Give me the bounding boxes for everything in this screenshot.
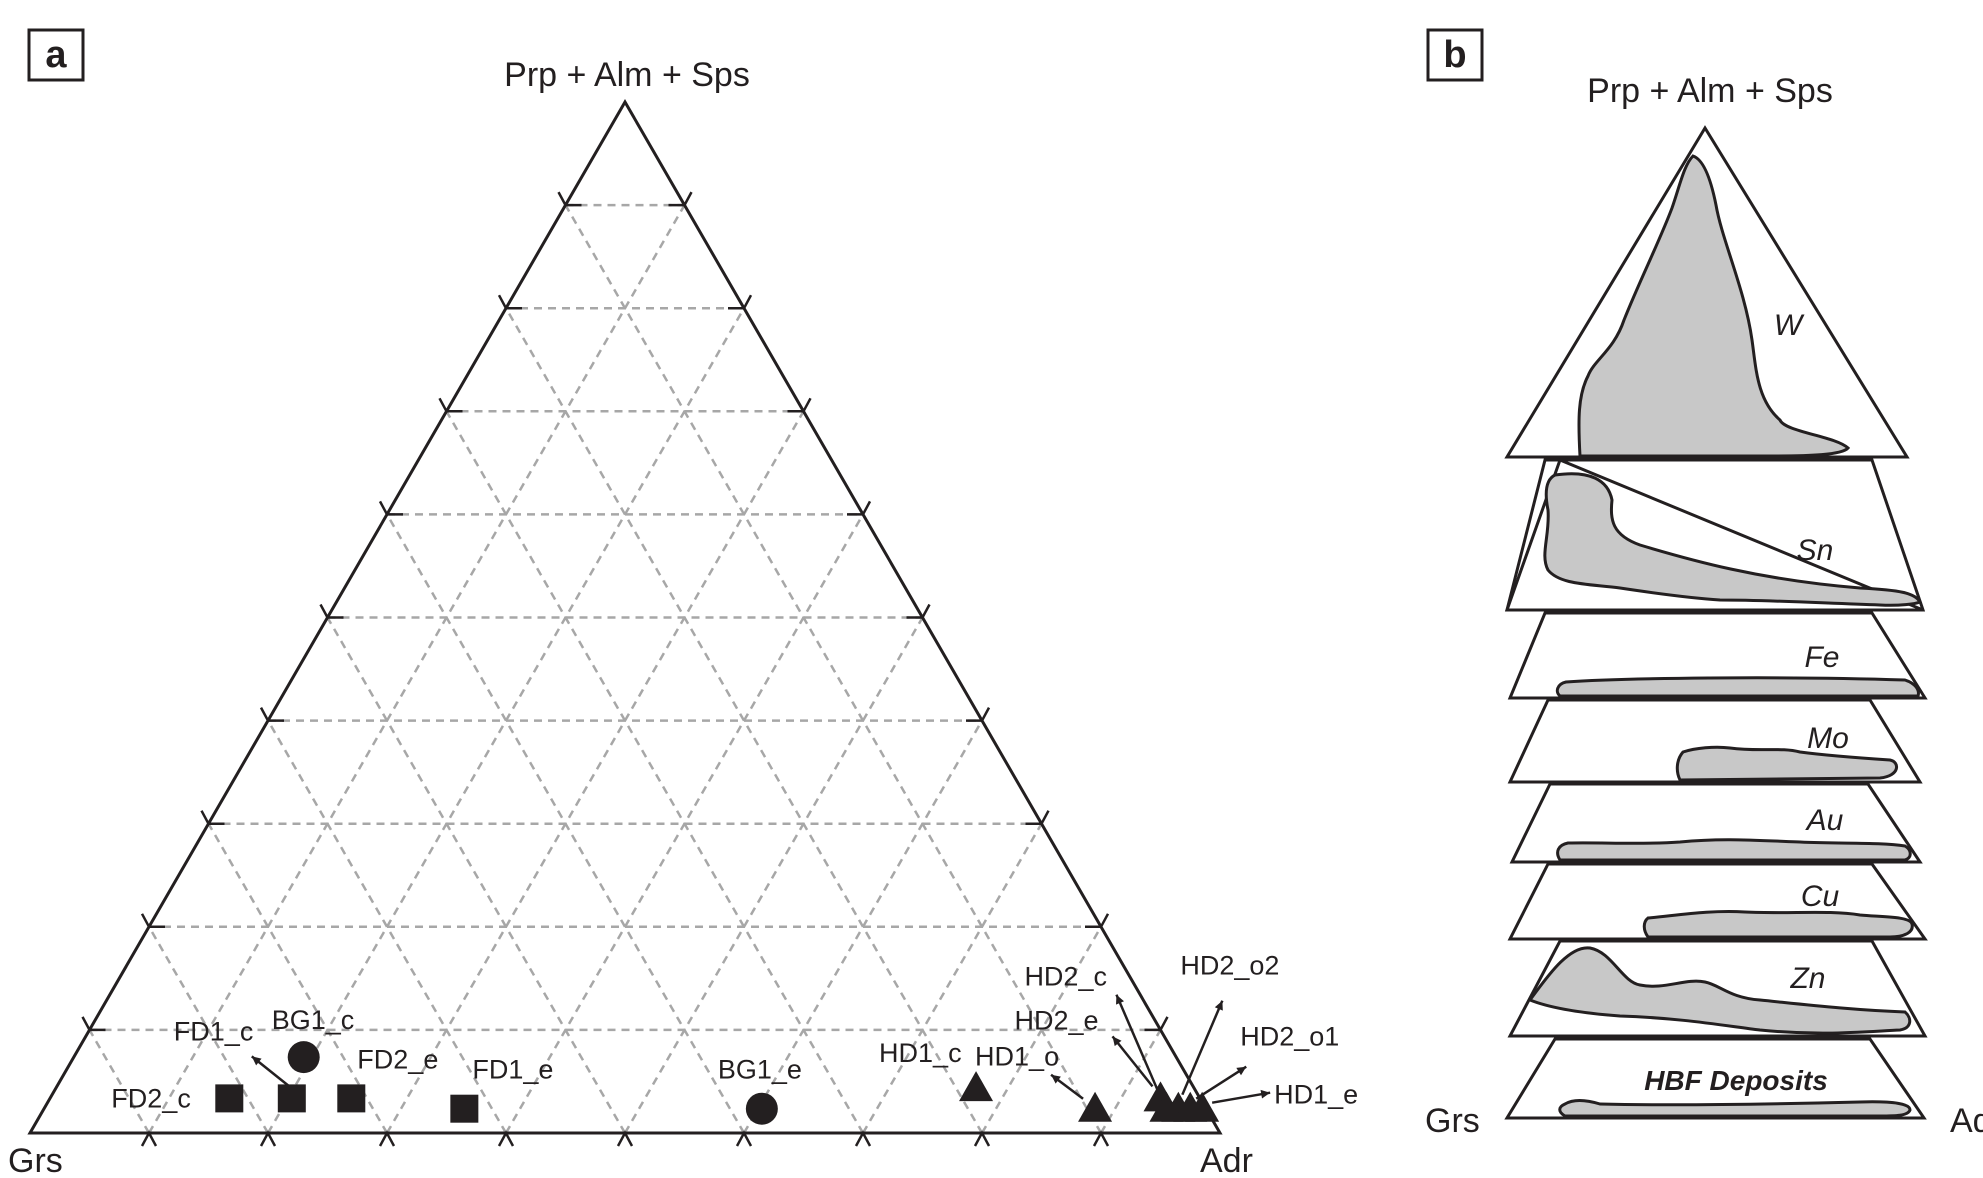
- label-fd1-e: FD1_e: [472, 1055, 553, 1085]
- label-bg1-e: BG1_e: [718, 1055, 802, 1085]
- marker-hd1-c: [959, 1071, 994, 1102]
- data-markers: [215, 1041, 1220, 1125]
- leader-hd1-e: [1211, 1091, 1271, 1104]
- field-label-cu: Cu: [1801, 880, 1840, 913]
- label-hd2-c: HD2_c: [1024, 962, 1107, 992]
- marker-hd1-o: [1078, 1091, 1113, 1122]
- panel-b-apex-left-label: Grs: [1425, 1102, 1480, 1140]
- grid-line-grs: [147, 926, 270, 1134]
- apex-left-label: Grs: [8, 1142, 63, 1178]
- grid-line-adr: [1099, 1029, 1162, 1134]
- grid-line-adr: [385, 410, 805, 1134]
- field-sn: Sn: [1504, 458, 1926, 612]
- grid-line-adr: [147, 204, 686, 1134]
- grid-line-grs: [326, 616, 627, 1134]
- leader-hd2-c: [1115, 994, 1162, 1098]
- arrowhead-hd2-e: [1112, 1036, 1122, 1047]
- apex-right-label: Adr: [1200, 1142, 1253, 1178]
- field-label-fe: Fe: [1804, 641, 1839, 674]
- tick-base: [497, 1130, 515, 1147]
- marker-fd1-e: [450, 1094, 479, 1123]
- label-fd2-c: FD2_c: [111, 1083, 191, 1113]
- panel-b-apex-right-label: Adr: [1950, 1102, 1983, 1140]
- grid-line-grs: [207, 823, 389, 1134]
- label-hd1-c: HD1_c: [879, 1038, 962, 1068]
- field-label-sn: Sn: [1797, 534, 1834, 567]
- label-bg1-c: BG1_c: [272, 1005, 355, 1035]
- field-au: Au: [1509, 782, 1923, 864]
- tick-base: [1092, 1130, 1110, 1147]
- field-label-mo: Mo: [1807, 722, 1849, 755]
- field-fe: Fe: [1507, 611, 1928, 700]
- tick-base: [616, 1130, 634, 1147]
- panel-b: b Prp + Alm + Sps Grs Adr W Sn Fe Mo: [1425, 28, 1983, 1140]
- label-hd2-e: HD2_e: [1015, 1005, 1099, 1035]
- grid-line-grs: [564, 204, 1103, 1134]
- tick-base: [378, 1130, 396, 1147]
- marker-fd1-c: [277, 1084, 306, 1113]
- arrowhead-hd2-o1: [1236, 1066, 1247, 1076]
- tick-base: [259, 1130, 277, 1147]
- marker-fd2-e: [337, 1084, 366, 1113]
- field-label-au: Au: [1805, 804, 1844, 837]
- tick-base: [735, 1130, 753, 1147]
- panel-b-apex-top-label: Prp + Alm + Sps: [1587, 72, 1833, 110]
- arrowhead-hd2-c: [1116, 994, 1125, 1005]
- grid-line-adr: [623, 616, 924, 1134]
- tick-base: [854, 1130, 872, 1147]
- leader-hd2-o1: [1195, 1065, 1247, 1100]
- label-leaders: [251, 994, 1271, 1104]
- arrowhead-hd1-o: [1051, 1074, 1061, 1084]
- label-hd1-e: HD1_e: [1274, 1080, 1358, 1110]
- field-cu: Cu: [1507, 862, 1928, 941]
- field-label-zn: Zn: [1789, 962, 1825, 995]
- marker-bg1-e: [745, 1092, 778, 1125]
- tick-base: [973, 1130, 991, 1147]
- field-zn: Zn: [1507, 939, 1928, 1038]
- label-fd2-e: FD2_e: [357, 1044, 438, 1074]
- grid-line-adr: [980, 926, 1103, 1134]
- panel-b-label: b: [1443, 34, 1466, 76]
- panel-a-label: a: [45, 34, 67, 76]
- field-mo: Mo: [1507, 698, 1923, 784]
- marker-hd1-e: [1185, 1091, 1220, 1122]
- ternary-grid: [88, 203, 1162, 1134]
- arrowhead-fd1-c: [251, 1056, 262, 1066]
- grid-line-adr: [861, 823, 1043, 1134]
- panel-b-label-box: [1426, 28, 1484, 82]
- label-hd1-o: HD1_o: [975, 1042, 1059, 1072]
- label-hd2-o2: HD2_o2: [1180, 951, 1279, 981]
- panel-a-label-box: [27, 28, 85, 82]
- grid-line-grs: [445, 410, 865, 1134]
- leader-hd2-o2: [1181, 1000, 1224, 1096]
- ternary-ticks: [81, 191, 1169, 1147]
- field-label-hbf-deposits: HBF Deposits: [1644, 1065, 1828, 1096]
- field-hbf-deposits: HBF Deposits: [1504, 1037, 1927, 1120]
- leader-hd2-e: [1111, 1035, 1154, 1088]
- arrowhead-hd2-o2: [1214, 1000, 1223, 1011]
- label-fd1-c: FD1_c: [174, 1016, 254, 1046]
- grid-line-grs: [266, 719, 508, 1134]
- apex-top-label: Prp + Alm + Sps: [504, 56, 750, 94]
- panel-a: a Prp + Alm + Sps Grs Adr FD2_cFD1_cFD2_…: [8, 28, 1358, 1178]
- field-w: W: [1504, 125, 1910, 459]
- label-hd2-o1: HD2_o1: [1240, 1022, 1339, 1052]
- arrowhead-hd1-e: [1260, 1089, 1271, 1099]
- grid-line-grs: [88, 1029, 151, 1134]
- marker-fd2-c: [215, 1084, 244, 1113]
- field-label-w: W: [1774, 309, 1805, 342]
- data-labels: FD2_c FD1_c FD2_e FD1_e BG1_c BG1_e HD1_c HD1_o…: [111, 951, 1358, 1114]
- tick-base: [140, 1130, 158, 1147]
- marker-bg1-c: [287, 1041, 320, 1074]
- grid-line-adr: [742, 719, 984, 1134]
- ternary-triangle: [27, 98, 1223, 1135]
